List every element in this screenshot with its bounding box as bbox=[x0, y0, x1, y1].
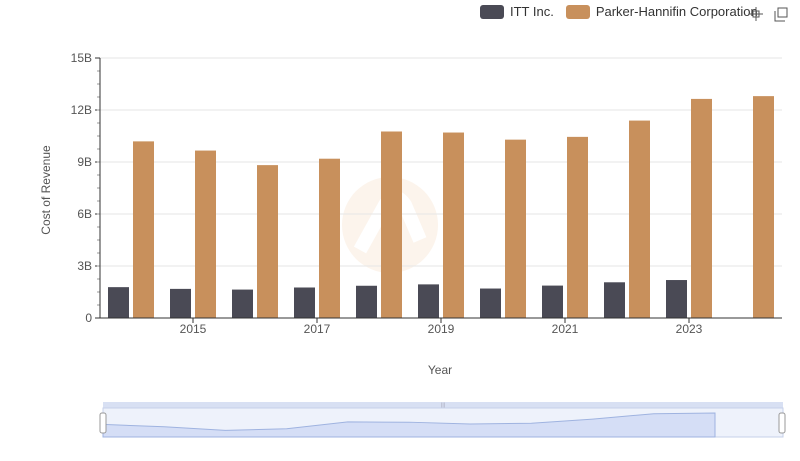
bar-parker-hannifin-2023[interactable] bbox=[691, 98, 712, 318]
y-tick-label: 0 bbox=[85, 311, 92, 325]
y-tick-label: 3B bbox=[77, 259, 92, 273]
crosshair-icon[interactable] bbox=[748, 6, 764, 22]
bar-itt-2015[interactable] bbox=[170, 288, 191, 318]
bar-itt-2021[interactable] bbox=[542, 285, 563, 318]
bar-itt-2017[interactable] bbox=[294, 287, 315, 318]
y-axis-label: Cost of Revenue bbox=[39, 145, 53, 235]
zoom-overview-area bbox=[102, 412, 716, 438]
legend-label-itt: ITT Inc. bbox=[510, 4, 554, 19]
bar-itt-2023[interactable] bbox=[666, 280, 687, 318]
zoom-grip-icon[interactable]: ||| bbox=[441, 403, 446, 409]
bar-parker-hannifin-2016[interactable] bbox=[257, 165, 278, 318]
restore-icon[interactable] bbox=[773, 6, 789, 22]
legend: ITT Inc. Parker-Hannifin Corporation bbox=[480, 4, 770, 19]
x-tick-label: 2021 bbox=[552, 322, 579, 336]
x-tick-label: 2023 bbox=[676, 322, 703, 336]
bar-itt-2020[interactable] bbox=[480, 288, 501, 318]
y-tick-label: 6B bbox=[77, 207, 92, 221]
x-axis-label: Year bbox=[428, 363, 452, 377]
bar-parker-hannifin-2019[interactable] bbox=[443, 132, 464, 318]
y-tick-label: 12B bbox=[71, 103, 92, 117]
x-axis-ticks: 2015 2017 2019 2021 2023 bbox=[180, 318, 703, 336]
legend-item-itt[interactable]: ITT Inc. bbox=[480, 4, 554, 19]
bars bbox=[108, 96, 774, 318]
bar-parker-hannifin-2022[interactable] bbox=[629, 120, 650, 318]
bar-itt-2016[interactable] bbox=[232, 289, 253, 318]
zoom-handle-left[interactable] bbox=[99, 412, 107, 434]
bar-itt-2022[interactable] bbox=[604, 282, 625, 318]
bar-itt-2019[interactable] bbox=[418, 284, 439, 318]
data-zoom-slider[interactable]: ||| bbox=[99, 402, 786, 438]
bar-parker-hannifin-2018[interactable] bbox=[381, 131, 402, 318]
zoom-handle-right[interactable] bbox=[778, 412, 786, 434]
bar-parker-hannifin-2020[interactable] bbox=[505, 139, 526, 318]
x-tick-label: 2019 bbox=[428, 322, 455, 336]
x-tick-label: 2015 bbox=[180, 322, 207, 336]
bar-itt-2018[interactable] bbox=[356, 285, 377, 318]
legend-label-parker-hannifin: Parker-Hannifin Corporation bbox=[595, 4, 758, 19]
bar-parker-hannifin-2014[interactable] bbox=[133, 141, 154, 318]
bar-parker-hannifin-2015[interactable] bbox=[195, 150, 216, 318]
y-tick-label: 15B bbox=[71, 51, 92, 65]
legend-swatch-itt bbox=[480, 4, 504, 19]
legend-item-parker-hannifin[interactable]: Parker-Hannifin Corporation bbox=[565, 4, 758, 19]
bar-parker-hannifin-2017[interactable] bbox=[319, 158, 340, 318]
bar-itt-2014[interactable] bbox=[108, 287, 129, 318]
legend-swatch-parker-hannifin bbox=[565, 4, 590, 19]
x-tick-label: 2017 bbox=[304, 322, 331, 336]
y-axis-ticks: 0 3B 6B 9B 12B 15B bbox=[71, 51, 100, 325]
bar-parker-hannifin-2024[interactable] bbox=[753, 96, 774, 318]
bar-parker-hannifin-2021[interactable] bbox=[567, 136, 588, 318]
y-tick-label: 9B bbox=[77, 155, 92, 169]
